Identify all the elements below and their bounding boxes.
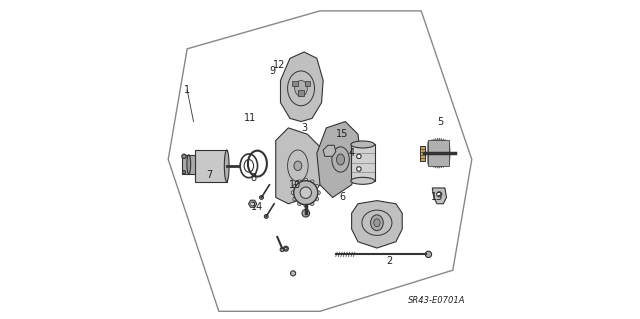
Circle shape (426, 251, 431, 257)
Ellipse shape (436, 138, 439, 168)
Polygon shape (276, 128, 326, 204)
Circle shape (315, 197, 319, 201)
Ellipse shape (427, 141, 429, 165)
Ellipse shape (438, 138, 441, 168)
Bar (420, 146, 426, 161)
Ellipse shape (435, 138, 437, 168)
Circle shape (294, 181, 318, 205)
Ellipse shape (294, 80, 307, 96)
Bar (195, 150, 227, 182)
Circle shape (284, 246, 289, 251)
Circle shape (298, 202, 301, 205)
Ellipse shape (431, 139, 433, 167)
Text: 4: 4 (349, 148, 355, 158)
Circle shape (356, 167, 361, 171)
Text: 14: 14 (251, 202, 263, 212)
Polygon shape (248, 200, 257, 207)
Polygon shape (351, 201, 402, 248)
Ellipse shape (447, 141, 450, 165)
Circle shape (280, 248, 284, 251)
Ellipse shape (445, 140, 448, 166)
Ellipse shape (371, 215, 383, 231)
Circle shape (356, 154, 361, 159)
Circle shape (264, 214, 268, 218)
Circle shape (291, 271, 296, 276)
Circle shape (291, 191, 295, 195)
Circle shape (182, 154, 186, 159)
Text: 9: 9 (269, 66, 276, 76)
Ellipse shape (440, 138, 443, 168)
Ellipse shape (429, 140, 431, 166)
Bar (351, 145, 374, 181)
Polygon shape (432, 188, 447, 204)
Circle shape (304, 204, 308, 207)
Ellipse shape (351, 141, 374, 148)
Circle shape (310, 180, 314, 184)
Ellipse shape (225, 150, 229, 182)
Ellipse shape (337, 154, 344, 165)
Bar (305, 81, 310, 86)
Bar (292, 81, 298, 86)
Circle shape (260, 196, 264, 199)
Polygon shape (323, 145, 336, 156)
Bar (298, 90, 304, 96)
Text: 15: 15 (336, 129, 348, 139)
Polygon shape (280, 52, 323, 122)
Circle shape (285, 248, 287, 250)
Circle shape (182, 171, 186, 174)
Text: 11: 11 (244, 113, 257, 123)
Circle shape (304, 178, 308, 182)
Circle shape (315, 184, 319, 188)
Polygon shape (317, 122, 361, 197)
Circle shape (293, 184, 297, 188)
Circle shape (300, 187, 312, 198)
Ellipse shape (433, 139, 435, 167)
Bar (428, 140, 449, 166)
Ellipse shape (374, 219, 380, 227)
Text: 6: 6 (339, 192, 345, 203)
Circle shape (436, 192, 442, 197)
Ellipse shape (294, 161, 302, 171)
Text: 12: 12 (273, 60, 285, 70)
Circle shape (251, 202, 255, 206)
Text: 2: 2 (387, 256, 393, 266)
Bar (182, 155, 195, 174)
Text: 1: 1 (184, 85, 190, 95)
Circle shape (293, 197, 297, 201)
Text: 3: 3 (301, 123, 307, 133)
Ellipse shape (444, 139, 446, 167)
Text: 5: 5 (437, 116, 444, 127)
Ellipse shape (187, 155, 191, 174)
Text: 7: 7 (206, 170, 212, 180)
Circle shape (302, 210, 310, 217)
Circle shape (317, 191, 320, 195)
Ellipse shape (351, 177, 374, 184)
Text: 13: 13 (431, 192, 443, 203)
Text: 8: 8 (250, 174, 257, 183)
Ellipse shape (442, 139, 445, 167)
Text: SR43-E0701A: SR43-E0701A (408, 296, 465, 305)
Text: 10: 10 (289, 180, 301, 190)
Circle shape (298, 180, 301, 184)
Circle shape (310, 202, 314, 205)
